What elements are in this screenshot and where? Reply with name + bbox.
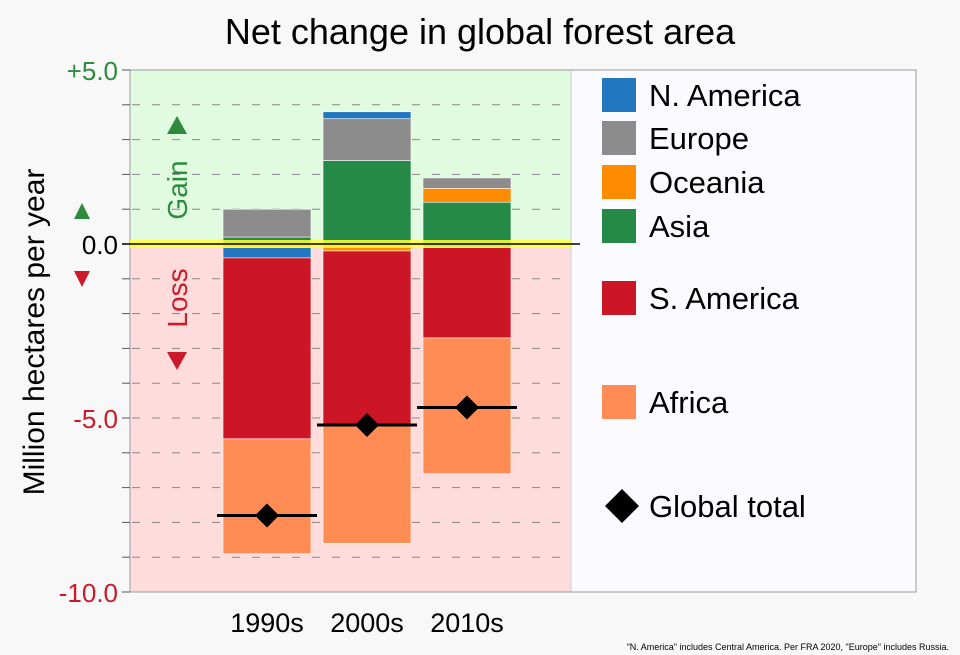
x-tick-labels: 1990s 2000s 2010s [230, 608, 504, 638]
gain-up-arrow-icon [167, 116, 187, 134]
bar-segment [322, 111, 412, 120]
legend-swatch [602, 209, 636, 243]
bar-segment [422, 188, 512, 203]
y-tick-labels: +5.0 0.0 -5.0 -10.0 [59, 56, 118, 608]
legend-swatch [602, 385, 636, 419]
y-tick-label: +5.0 [67, 56, 118, 86]
gain-zone-label: Gain [162, 160, 193, 219]
loss-down-arrow-icon [167, 352, 187, 370]
legend-swatch [602, 165, 636, 199]
chart-title: Net change in global forest area [225, 11, 736, 52]
x-tick-label: 2010s [430, 608, 504, 638]
legend-swatch-diamond [605, 489, 639, 523]
legend-swatch [602, 121, 636, 155]
bar-segment [222, 208, 312, 238]
bar-segment [222, 257, 312, 440]
global-total-marker [455, 395, 479, 420]
bar-segment [422, 247, 512, 339]
zero-line-group [122, 240, 580, 248]
global-total-marker [255, 503, 279, 528]
x-tick-label: 1990s [230, 608, 304, 638]
legend-label: Oceania [649, 165, 765, 200]
loss-arrow-icon [74, 271, 90, 287]
gain-arrow-icon [74, 203, 90, 219]
legend-swatch [602, 78, 636, 112]
bar-segment [422, 201, 512, 245]
y-tick-label: 0.0 [82, 230, 118, 260]
legend-label: S. America [649, 281, 800, 316]
bar-segment [222, 247, 312, 259]
loss-zone-label: Loss [162, 268, 193, 327]
legend-label: Africa [649, 385, 729, 420]
bars [222, 111, 512, 555]
global-total-markers [217, 395, 517, 528]
bar-segment [322, 424, 412, 544]
y-tick-label: -10.0 [59, 578, 118, 608]
bar-segment [322, 118, 412, 161]
legend: N. America Europe Oceania Asia S. America Afr… [602, 78, 806, 524]
bar-segment [322, 160, 412, 245]
bar-segment [422, 177, 512, 189]
global-total-marker [355, 412, 379, 437]
legend-swatch [602, 281, 636, 315]
y-tick-label: -5.0 [73, 404, 118, 434]
zone-labels: Gain Loss [162, 116, 193, 370]
legend-label: Asia [649, 209, 710, 244]
footnote: "N. America" includes Central America. P… [627, 642, 949, 652]
bar-segment [322, 250, 412, 426]
x-tick-label: 2000s [330, 608, 404, 638]
legend-label: Global total [649, 489, 806, 524]
y-axis-label: Million hectares per year [18, 169, 51, 496]
legend-label: Europe [649, 121, 749, 156]
legend-label: N. America [649, 78, 801, 113]
bar-segment [222, 438, 312, 555]
plot-frame [129, 69, 917, 593]
